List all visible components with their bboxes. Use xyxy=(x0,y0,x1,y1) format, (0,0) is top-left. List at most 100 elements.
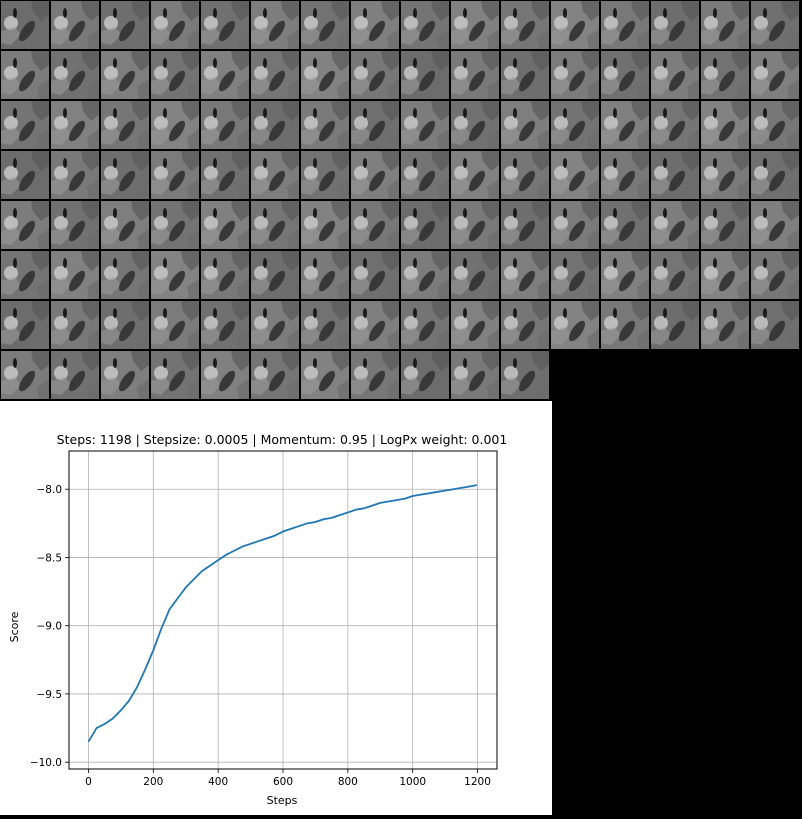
sample-thumbnail xyxy=(601,201,649,249)
sample-thumbnail xyxy=(201,351,249,399)
sample-thumbnail xyxy=(151,151,199,199)
sample-thumbnail xyxy=(301,101,349,149)
sample-thumbnail xyxy=(451,101,499,149)
sample-thumbnail xyxy=(701,201,749,249)
series-layer xyxy=(87,484,478,743)
sample-thumbnail xyxy=(301,51,349,99)
sample-thumbnail xyxy=(351,201,399,249)
sample-thumbnail xyxy=(201,101,249,149)
sample-thumbnail xyxy=(501,251,549,299)
sample-thumbnail xyxy=(251,51,299,99)
x-tick-label: 0 xyxy=(85,776,92,788)
sample-thumbnail xyxy=(401,101,449,149)
sample-thumbnail xyxy=(601,1,649,49)
sample-thumbnail xyxy=(601,101,649,149)
x-axis: 0 200 400 600 800 1000 1200 xyxy=(85,769,491,788)
sample-thumbnail xyxy=(651,301,699,349)
sample-thumbnail xyxy=(701,151,749,199)
chart-title: Steps: 1198 | Stepsize: 0.0005 | Momentu… xyxy=(57,432,508,447)
sample-thumbnail xyxy=(351,51,399,99)
sample-thumbnail xyxy=(501,201,549,249)
sample-thumbnail xyxy=(201,201,249,249)
sample-thumbnail xyxy=(401,151,449,199)
sample-thumbnail xyxy=(201,51,249,99)
sample-thumbnail xyxy=(401,1,449,49)
sample-thumbnail xyxy=(351,351,399,399)
y-axis-label: Score xyxy=(8,611,21,642)
sample-thumbnail xyxy=(201,1,249,49)
sample-thumbnail xyxy=(301,251,349,299)
sample-thumbnail xyxy=(751,201,799,249)
sample-thumbnail xyxy=(51,1,99,49)
score-chart: Steps: 1198 | Stepsize: 0.0005 | Momentu… xyxy=(0,401,552,815)
x-axis-label: Steps xyxy=(267,794,298,807)
sample-thumbnail xyxy=(101,101,149,149)
sample-thumbnail xyxy=(351,101,399,149)
sample-thumbnail xyxy=(451,251,499,299)
sample-thumbnail xyxy=(401,201,449,249)
sample-thumbnail xyxy=(201,151,249,199)
sample-thumbnail xyxy=(151,101,199,149)
y-tick-label: −9.5 xyxy=(37,689,63,701)
sample-thumbnail xyxy=(1,101,49,149)
sample-thumbnail xyxy=(451,151,499,199)
sample-thumbnail xyxy=(51,101,99,149)
sample-thumbnail xyxy=(401,251,449,299)
sample-thumbnail xyxy=(101,251,149,299)
sample-thumbnail xyxy=(601,301,649,349)
chart-svg: Steps: 1198 | Stepsize: 0.0005 | Momentu… xyxy=(8,432,508,807)
sample-thumbnail xyxy=(1,301,49,349)
sample-thumbnail xyxy=(251,351,299,399)
sample-thumbnail xyxy=(51,251,99,299)
sample-thumbnail xyxy=(601,51,649,99)
sample-grid xyxy=(0,0,802,401)
sample-thumbnail xyxy=(601,251,649,299)
sample-thumbnail xyxy=(101,351,149,399)
sample-thumbnail xyxy=(301,1,349,49)
x-tick-label: 1200 xyxy=(464,776,491,788)
sample-thumbnail xyxy=(701,251,749,299)
sample-thumbnail xyxy=(1,351,49,399)
sample-thumbnail xyxy=(501,151,549,199)
sample-thumbnail xyxy=(51,151,99,199)
y-tick-label: −8.5 xyxy=(37,552,63,564)
y-tick-label: −10.0 xyxy=(30,757,62,769)
sample-thumbnail xyxy=(51,201,99,249)
sample-thumbnail xyxy=(51,51,99,99)
sample-thumbnail xyxy=(651,251,699,299)
x-tick-label: 1000 xyxy=(399,776,426,788)
sample-thumbnail xyxy=(351,151,399,199)
sample-thumbnail xyxy=(301,351,349,399)
sample-thumbnail xyxy=(151,1,199,49)
sample-thumbnail xyxy=(251,251,299,299)
sample-thumbnail xyxy=(301,201,349,249)
sample-thumbnail xyxy=(401,51,449,99)
sample-thumbnail xyxy=(201,251,249,299)
sample-thumbnail xyxy=(301,151,349,199)
sample-thumbnail xyxy=(1,1,49,49)
sample-thumbnail xyxy=(551,1,599,49)
sample-thumbnail xyxy=(651,201,699,249)
sample-thumbnail xyxy=(651,151,699,199)
sample-thumbnail xyxy=(651,1,699,49)
sample-thumbnail xyxy=(251,201,299,249)
y-tick-label: −9.0 xyxy=(37,621,63,633)
sample-thumbnail xyxy=(601,151,649,199)
sample-thumbnail xyxy=(1,151,49,199)
sample-thumbnail xyxy=(251,1,299,49)
sample-thumbnail xyxy=(1,251,49,299)
sample-thumbnail xyxy=(1,201,49,249)
sample-thumbnail xyxy=(401,351,449,399)
x-tick-label: 400 xyxy=(208,776,228,788)
sample-thumbnail xyxy=(451,301,499,349)
sample-thumbnail xyxy=(401,301,449,349)
sample-thumbnail xyxy=(151,251,199,299)
sample-thumbnail xyxy=(751,51,799,99)
sample-thumbnail xyxy=(501,351,549,399)
y-axis: −10.0 −9.5 −9.0 −8.5 −8.0 xyxy=(30,484,69,769)
sample-thumbnail xyxy=(1,51,49,99)
sample-thumbnail xyxy=(751,301,799,349)
sample-thumbnail xyxy=(251,301,299,349)
sample-thumbnail xyxy=(101,1,149,49)
sample-thumbnail xyxy=(151,51,199,99)
